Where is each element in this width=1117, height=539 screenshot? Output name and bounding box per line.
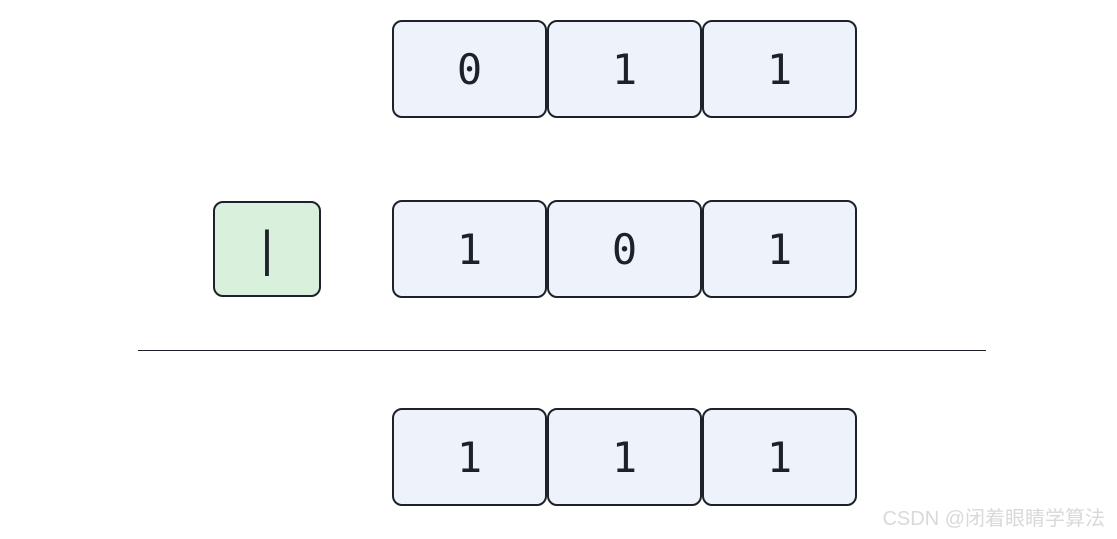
operand-b-bit-2: 1 <box>702 200 857 298</box>
operand-b-bit-0-label: 1 <box>457 225 482 274</box>
separator-line <box>138 350 986 351</box>
result-bit-1-label: 1 <box>612 433 637 482</box>
operator-cell-label: | <box>253 222 281 276</box>
operand-a-bit-2: 1 <box>702 20 857 118</box>
result-bit-0-label: 1 <box>457 433 482 482</box>
operand-a-bit-1: 1 <box>547 20 702 118</box>
operand-b-bit-2-label: 1 <box>767 225 792 274</box>
operand-a-bit-1-label: 1 <box>612 45 637 94</box>
operand-a-bit-0-label: 0 <box>457 45 482 94</box>
watermark: CSDN @闭着眼睛学算法 <box>882 502 1105 531</box>
operand-b-bit-1-label: 0 <box>612 225 637 274</box>
operand-b-bit-1: 0 <box>547 200 702 298</box>
result-bit-0: 1 <box>392 408 547 506</box>
operator-cell: | <box>213 201 321 297</box>
result-bit-2-label: 1 <box>767 433 792 482</box>
operand-a-bit-2-label: 1 <box>767 45 792 94</box>
operand-b-bit-0: 1 <box>392 200 547 298</box>
operand-a-bit-0: 0 <box>392 20 547 118</box>
result-bit-2: 1 <box>702 408 857 506</box>
result-bit-1: 1 <box>547 408 702 506</box>
